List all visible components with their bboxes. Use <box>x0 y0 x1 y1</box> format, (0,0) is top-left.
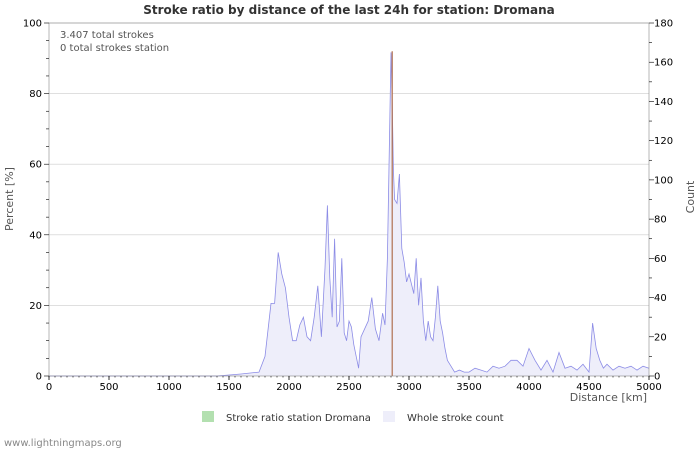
x-tick-label: 4500 <box>576 382 601 393</box>
left-tick-label: 20 <box>29 301 42 312</box>
right-axis-ticks: 0 20 40 60 80 100 120 140 160 180 <box>649 19 673 383</box>
left-tick-label: 80 <box>29 89 42 100</box>
x-tick-label: 3500 <box>456 382 481 393</box>
right-tick-label: 180 <box>654 19 673 30</box>
right-tick-label: 120 <box>654 136 673 147</box>
right-tick-label: 40 <box>654 293 667 304</box>
left-tick-label: 100 <box>23 19 42 30</box>
left-tick-label: 40 <box>29 230 42 241</box>
right-tick-label: 100 <box>654 175 673 186</box>
x-tick-label: 2000 <box>276 382 301 393</box>
right-tick-label: 60 <box>654 254 667 265</box>
x-axis-label: Distance [km] <box>570 391 647 404</box>
right-tick-label: 140 <box>654 97 673 108</box>
right-tick-label: 160 <box>654 58 673 69</box>
grid-lines <box>49 22 649 306</box>
left-axis-label: Percent [%] <box>3 167 16 231</box>
right-tick-label: 20 <box>654 332 667 343</box>
right-tick-label: 0 <box>654 372 660 383</box>
left-tick-label: 0 <box>36 372 42 383</box>
whole-stroke-count-line <box>49 52 650 377</box>
total-strokes-note: 3.407 total strokes <box>60 30 154 41</box>
x-tick-label: 500 <box>99 382 118 393</box>
left-axis-ticks: 0 20 40 60 80 100 <box>23 19 49 383</box>
x-tick-label: 2500 <box>336 382 361 393</box>
x-axis-ticks: 0 500 1000 1500 2000 2500 3000 3500 4000 4500 5000 <box>46 376 662 393</box>
right-axis-label: Count <box>684 180 697 213</box>
legend-label-count: Whole stroke count <box>407 413 504 424</box>
left-tick-label: 60 <box>29 160 42 171</box>
chart-title: Stroke ratio by distance of the last 24h… <box>143 3 555 17</box>
legend-label-ratio: Stroke ratio station Dromana <box>226 413 371 424</box>
legend-swatch-count <box>383 411 395 422</box>
x-tick-label: 1000 <box>156 382 181 393</box>
whole-stroke-count-area <box>49 52 649 377</box>
x-tick-label: 3000 <box>396 382 421 393</box>
x-tick-label: 1500 <box>216 382 241 393</box>
station-strokes-note: 0 total strokes station <box>60 43 169 54</box>
right-tick-label: 80 <box>654 215 667 226</box>
legend-swatch-ratio <box>202 411 214 422</box>
footer-url: www.lightningmaps.org <box>4 438 122 449</box>
x-tick-label: 0 <box>46 382 52 393</box>
x-tick-label: 4000 <box>516 382 541 393</box>
x-tick-label: 5000 <box>636 382 661 393</box>
